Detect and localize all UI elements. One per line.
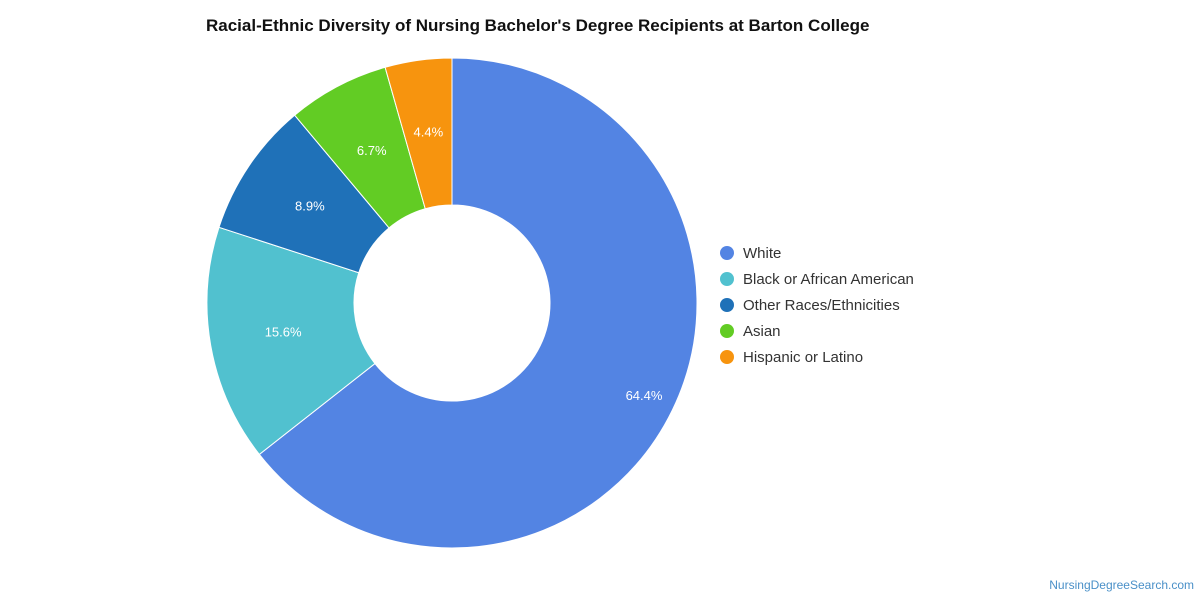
legend-label: White [743, 244, 782, 262]
slice-label-asian: 6.7% [357, 143, 387, 158]
legend-swatch [720, 246, 734, 260]
legend-label: Asian [743, 322, 781, 340]
slice-label-other-races-ethnicities: 8.9% [295, 198, 325, 213]
legend-label: Hispanic or Latino [743, 348, 864, 366]
watermark-link[interactable]: NursingDegreeSearch.com [1049, 578, 1194, 592]
legend-item-asian[interactable]: Asian [720, 318, 914, 344]
slice-black-or-african-american[interactable] [206, 226, 376, 456]
legend-label: Black or African American [743, 270, 914, 288]
legend-label: Other Races/Ethnicities [743, 296, 900, 314]
legend-item-white[interactable]: White [720, 240, 914, 266]
legend-item-hispanic-or-latino[interactable]: Hispanic or Latino [720, 344, 914, 370]
legend-swatch [720, 272, 734, 286]
chart-title: Racial-Ethnic Diversity of Nursing Bache… [206, 16, 870, 35]
slice-hispanic-or-latino[interactable] [384, 57, 453, 210]
chart-legend: White Black or African American Other Race… [720, 240, 914, 370]
legend-swatch [720, 298, 734, 312]
legend-swatch [720, 350, 734, 364]
legend-item-black-or-african-american[interactable]: Black or African American [720, 266, 914, 292]
slice-label-black-or-african-american: 15.6% [265, 324, 302, 339]
legend-item-other-races-ethnicities[interactable]: Other Races/Ethnicities [720, 292, 914, 318]
slice-label-hispanic-or-latino: 4.4% [414, 125, 444, 140]
slice-label-white: 64.4% [626, 388, 663, 403]
legend-swatch [720, 324, 734, 338]
slice-white[interactable] [258, 57, 698, 549]
